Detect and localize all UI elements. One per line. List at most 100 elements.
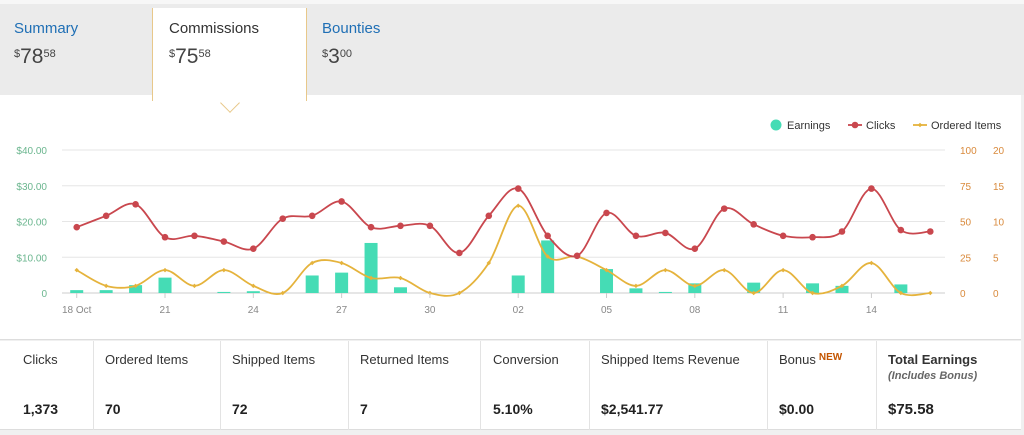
earnings-bar: [364, 242, 378, 293]
clicks-point: [397, 222, 404, 230]
earnings-bar: [658, 291, 672, 293]
y-axis-right-clicks: 100 75 50 25 0: [960, 146, 977, 300]
clicks-point: [102, 212, 110, 220]
ordered-items-point: [780, 267, 786, 273]
clicks-point: [220, 238, 228, 245]
earnings-bar: [217, 291, 231, 293]
ordered-items-point: [486, 260, 492, 266]
chart-panel: $40.00 $30.00 $20.00 $10.00 0 100 75 50 25 0 20 1…: [0, 95, 1021, 340]
stat-returned-items: Returned Items 7: [349, 341, 481, 430]
clicks-point: [720, 205, 728, 212]
ordered-items-point: [339, 260, 344, 266]
tabs-bar: Summary $7858 Commissions $7558 Bounties…: [0, 0, 1024, 103]
stat-value: 1,373: [23, 401, 59, 417]
y-right-clicks-tick-label: 0: [960, 289, 966, 300]
clicks-point: [485, 212, 493, 220]
x-tick-label: 08: [689, 305, 701, 316]
ordered-items-point: [633, 283, 639, 289]
ordered-items-point: [192, 283, 197, 289]
commissions-amount: $7558: [169, 45, 211, 68]
stat-label: Conversion: [493, 352, 559, 367]
earnings-bar: [129, 285, 143, 293]
stat-label: Shipped Items: [232, 352, 316, 367]
clicks-point: [838, 228, 846, 235]
earnings-bar: [99, 290, 113, 293]
clicks-point: [250, 245, 257, 252]
clicks-point: [868, 185, 875, 192]
x-tick-label: 11: [778, 305, 789, 316]
chart-legend: Earnings Clicks Ordered Items: [770, 119, 1002, 132]
clicks-point: [897, 226, 905, 234]
tab-commissions[interactable]: Commissions $7558: [152, 8, 307, 103]
y-right-clicks-tick-label: 100: [960, 146, 977, 157]
legend-earnings-swatch: [770, 119, 782, 131]
earnings-bar: [393, 287, 407, 293]
legend-label: Ordered Items: [931, 120, 1002, 132]
stat-label: Returned Items: [360, 352, 449, 367]
legend-label: Clicks: [866, 120, 896, 132]
legend-clicks-swatch: [851, 121, 859, 129]
clicks-point: [809, 233, 816, 241]
y-left-tick-label: $20.00: [16, 218, 47, 229]
y-right-items-tick-label: 20: [993, 146, 1005, 157]
clicks-point: [573, 252, 581, 260]
earnings-bar: [335, 272, 349, 293]
stat-total-earnings: Total Earnings (Includes Bonus) $75.58: [877, 341, 1021, 430]
ordered-items-point: [663, 267, 668, 273]
x-axis-ticks: 18 Oct 21 24 27 30 02 05 08 11 14: [62, 293, 877, 316]
clicks-point: [338, 198, 345, 205]
earnings-bar: [158, 277, 172, 293]
clicks-point: [308, 212, 316, 220]
stat-conversion: Conversion 5.10%: [481, 341, 590, 430]
y-axis-right-items: 20 15 10 5 0: [993, 146, 1005, 300]
clicks-point: [662, 229, 669, 237]
earnings-bar: [894, 284, 908, 293]
ordered-items-point: [898, 290, 904, 296]
stat-shipped-items: Shipped Items 72: [221, 341, 349, 430]
tab-bounties[interactable]: Bounties $300: [322, 8, 380, 69]
stat-value: 5.10%: [493, 401, 533, 417]
y-right-items-tick-label: 10: [993, 218, 1005, 229]
ordered-items-point: [839, 283, 845, 289]
clicks-point: [367, 223, 375, 231]
earnings-bar: [305, 275, 319, 293]
tab-bounties-label: Bounties: [322, 20, 381, 37]
stat-label: Ordered Items: [105, 352, 189, 367]
earnings-bar: [806, 283, 820, 293]
y-left-tick-label: $40.00: [16, 146, 47, 157]
y-right-clicks-tick-label: 25: [960, 253, 972, 264]
earnings-bar: [246, 291, 260, 293]
y-left-tick-label: $30.00: [16, 182, 47, 193]
ordered-items-point: [810, 290, 815, 296]
stat-value: $0.00: [779, 401, 815, 417]
x-tick-label: 21: [159, 305, 171, 316]
y-right-items-tick-label: 15: [993, 182, 1005, 193]
earnings-bar: [688, 283, 702, 293]
clicks-point: [456, 249, 463, 257]
ordered-items-point: [457, 290, 462, 296]
clicks-point: [603, 209, 610, 217]
ordered-items-point: [221, 267, 227, 273]
earnings-bar: [629, 288, 643, 293]
chart-lines: [73, 185, 934, 297]
stat-label: Clicks: [23, 352, 58, 367]
earnings-bar: [747, 282, 761, 293]
ordered-items-point: [928, 290, 933, 296]
clicks-point: [426, 222, 434, 230]
ordered-items-line: [76, 204, 931, 297]
x-tick-label: 30: [424, 305, 436, 316]
clicks-point: [632, 232, 640, 240]
summary-amount: $7858: [14, 45, 56, 68]
clicks-point: [73, 223, 81, 231]
clicks-line: [76, 187, 931, 258]
earnings-bar: [70, 290, 84, 293]
clicks-point: [544, 232, 551, 240]
tab-summary[interactable]: Summary $7858: [14, 8, 78, 69]
legend-label: Earnings: [787, 120, 831, 132]
y-left-tick-label: 0: [41, 289, 47, 300]
earnings-bar: [511, 275, 525, 293]
stat-value: $75.58: [888, 401, 934, 418]
x-tick-label: 24: [248, 305, 260, 316]
x-tick-label: 05: [601, 305, 613, 316]
chart-grid: [62, 149, 945, 294]
